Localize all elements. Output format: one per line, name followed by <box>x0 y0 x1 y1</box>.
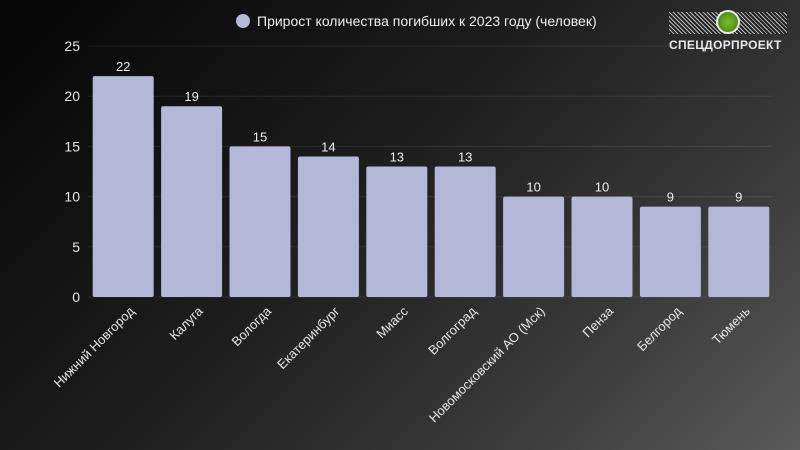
data-label: 13 <box>458 149 472 164</box>
y-tick-label: 15 <box>64 138 80 154</box>
data-label: 10 <box>595 180 609 195</box>
x-tick-label: Белгород <box>634 303 685 354</box>
y-tick-label: 0 <box>72 289 80 305</box>
bar <box>229 146 291 297</box>
x-tick-label: Вологда <box>228 303 274 349</box>
logo-graphic <box>669 10 787 34</box>
data-label: 13 <box>390 149 404 164</box>
x-tick-label: Екатеринбург <box>274 303 343 372</box>
bar <box>92 76 154 298</box>
bar <box>639 206 701 297</box>
x-tick-label: Новомосковский АО (Мск) <box>426 304 548 426</box>
legend-label: Прирост количества погибших к 2023 году … <box>257 13 597 29</box>
bar <box>366 166 428 297</box>
legend-marker <box>236 14 250 28</box>
data-label: 15 <box>253 129 267 144</box>
data-label: 22 <box>116 59 130 74</box>
data-label: 9 <box>735 190 742 205</box>
bar <box>503 196 565 297</box>
bar <box>571 196 633 297</box>
logo-text: СПЕЦДОРПРОЕКТ <box>669 38 782 52</box>
y-tick-label: 5 <box>72 239 80 255</box>
bar <box>297 156 359 297</box>
bar <box>434 166 496 297</box>
x-tick-label: Волгоград <box>425 303 480 358</box>
y-tick-label: 10 <box>64 189 80 205</box>
logo-globe-icon <box>716 10 740 34</box>
data-label: 9 <box>667 190 674 205</box>
x-tick-label: Калуга <box>166 303 206 343</box>
y-tick-label: 25 <box>64 38 80 54</box>
x-tick-label: Нижний Новгород <box>51 303 138 390</box>
y-tick-label: 20 <box>64 88 80 104</box>
data-label: 14 <box>321 139 335 154</box>
x-tick-label: Тюмень <box>709 303 753 347</box>
logo: СПЕЦДОРПРОЕКТ <box>669 10 793 52</box>
bar <box>161 106 223 298</box>
data-label: 10 <box>526 180 540 195</box>
data-label: 19 <box>184 89 198 104</box>
x-tick-label: Пенза <box>579 303 616 340</box>
bar <box>708 206 770 297</box>
x-tick-label: Миасс <box>373 303 411 341</box>
